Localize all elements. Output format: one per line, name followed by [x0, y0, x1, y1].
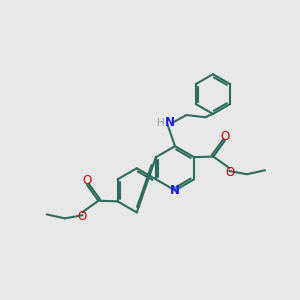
Text: N: N: [165, 116, 175, 129]
Text: O: O: [82, 175, 91, 188]
Text: O: O: [226, 166, 235, 179]
Text: H: H: [157, 118, 165, 128]
Text: O: O: [77, 210, 86, 224]
Text: O: O: [220, 130, 230, 143]
Text: N: N: [170, 184, 180, 197]
